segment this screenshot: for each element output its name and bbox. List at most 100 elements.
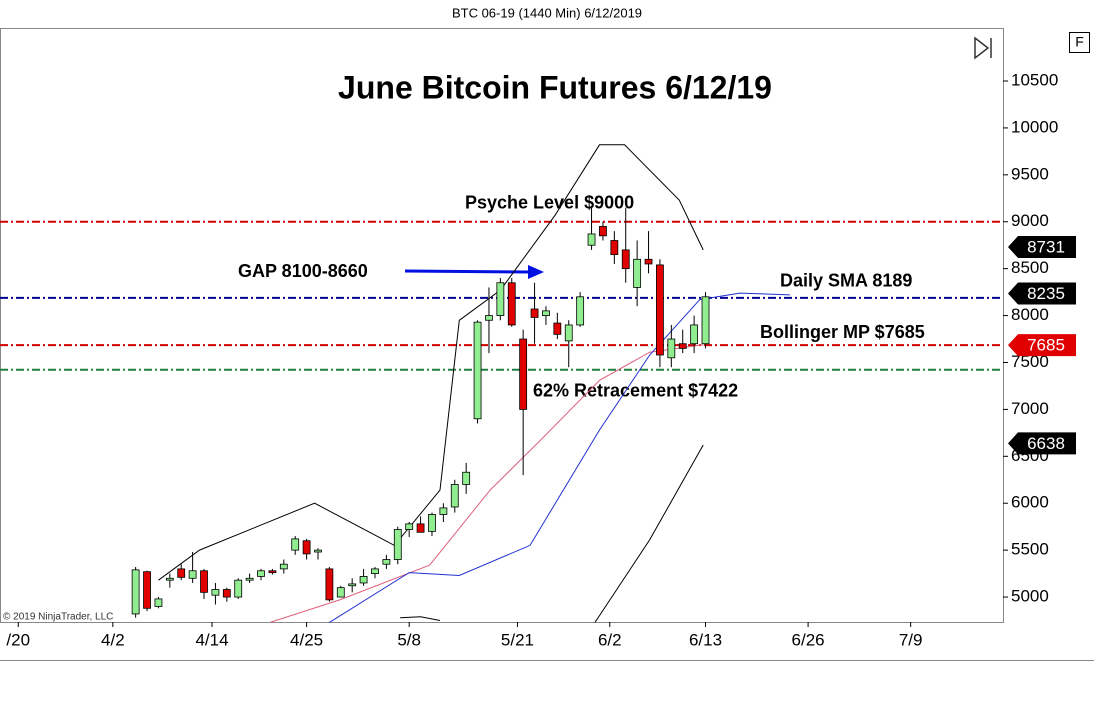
- x-tick-label: 4/25: [290, 630, 323, 649]
- price-flag: [1008, 235, 1076, 258]
- header: BTC 06-19 (1440 Min) 6/12/2019: [452, 5, 642, 20]
- copyright: © 2019 NinjaTrader, LLC: [3, 612, 113, 623]
- candle-body: [268, 570, 277, 574]
- candle-body: [359, 576, 368, 584]
- candle-body: [610, 240, 619, 255]
- candle-body: [143, 571, 151, 609]
- candle-body: [416, 523, 425, 533]
- candle-body: [656, 264, 664, 356]
- candle-body: [633, 258, 642, 288]
- candle-body: [599, 226, 607, 237]
- y-tick-label: 8000: [1011, 305, 1049, 324]
- indicator-line: [594, 444, 704, 623]
- candle-body: [485, 315, 493, 321]
- candle-body: [690, 324, 699, 345]
- candle-body: [678, 343, 687, 349]
- price-flag: [1008, 432, 1076, 455]
- candle-body: [507, 282, 516, 326]
- x-tick-label: 6/13: [689, 630, 722, 649]
- y-tick-label: 10500: [1011, 70, 1058, 89]
- x-tick-label: 7/9: [899, 630, 923, 649]
- candle-body: [701, 296, 710, 345]
- level-label: Bollinger MP $7685: [760, 322, 925, 342]
- candle-body: [450, 484, 459, 508]
- indicator-line: [400, 616, 441, 621]
- candle-body: [428, 514, 436, 532]
- candle-body: [234, 579, 243, 598]
- candle-body: [473, 321, 482, 420]
- f-button-label[interactable]: F: [1075, 34, 1084, 50]
- x-tick-label: 5/8: [397, 630, 421, 649]
- x-tick-label: 5/21: [501, 630, 534, 649]
- candle-body: [576, 296, 585, 326]
- candle-body: [188, 570, 197, 579]
- price-flag: [1008, 282, 1076, 305]
- candle-body: [314, 549, 322, 553]
- y-tick-label: 8500: [1011, 258, 1049, 277]
- gap-arrow: [404, 269, 531, 274]
- candle-body: [257, 570, 265, 577]
- x-tick-label: 4/14: [195, 630, 228, 649]
- level-label: Daily SMA 8189: [780, 271, 912, 291]
- f-button[interactable]: [1069, 32, 1090, 53]
- candle-body: [211, 589, 220, 596]
- price-flag-label: 8731: [1027, 237, 1065, 256]
- y-tick-label: 6000: [1011, 493, 1049, 512]
- candle-body: [371, 568, 379, 574]
- candle-body: [302, 540, 311, 555]
- gap-arrow-head: [528, 265, 544, 279]
- candle-body: [325, 568, 334, 601]
- plot-frame: [0, 28, 1004, 623]
- x-tick-label: /20: [6, 630, 30, 649]
- level-label: 62% Retracement $7422: [533, 381, 738, 401]
- y-tick-label: 7500: [1011, 352, 1049, 371]
- candle-body: [154, 598, 163, 607]
- candle-body: [519, 338, 528, 410]
- candle-body: [587, 233, 596, 246]
- candle-body: [165, 577, 174, 581]
- y-tick-label: 10000: [1011, 117, 1058, 136]
- candle-body: [393, 529, 402, 560]
- candle-body: [177, 568, 186, 578]
- candle-body: [222, 589, 231, 598]
- price-flag-label: 8235: [1027, 284, 1065, 303]
- level-label: Psyche Level $9000: [465, 192, 634, 212]
- candle-body: [382, 559, 391, 565]
- chart-title: June Bitcoin Futures 6/12/19: [338, 69, 772, 105]
- candle-body: [291, 538, 300, 551]
- x-tick-label: 6/26: [792, 630, 825, 649]
- candle-body: [644, 258, 653, 265]
- arrow-label: GAP 8100-8660: [238, 261, 368, 281]
- y-tick-label: 7000: [1011, 399, 1049, 418]
- candle-body: [621, 249, 630, 270]
- candle-body: [564, 324, 573, 342]
- candle-body: [439, 507, 448, 515]
- candle-body: [336, 587, 345, 598]
- candle-body: [279, 563, 288, 570]
- candle-body: [348, 583, 357, 587]
- indicator-line: [269, 344, 704, 623]
- y-tick-label: 9500: [1011, 164, 1049, 183]
- candle-body: [131, 569, 140, 615]
- candle-body: [496, 282, 505, 316]
- x-tick-label: 6/2: [598, 630, 622, 649]
- indicator-line: [158, 144, 704, 581]
- price-flag-label: 6638: [1027, 434, 1065, 453]
- price-flag-label: 7685: [1027, 336, 1065, 355]
- y-tick-label: 5000: [1011, 587, 1049, 606]
- candle-body: [530, 308, 539, 318]
- candle-body: [553, 322, 562, 335]
- candle-body: [542, 310, 550, 316]
- indicator-line: [329, 292, 790, 623]
- y-tick-label: 9000: [1011, 211, 1049, 230]
- x-tick-label: 4/2: [101, 630, 125, 649]
- candle-body: [462, 471, 471, 485]
- candle-body: [200, 570, 208, 593]
- candle-body: [667, 338, 676, 359]
- candle-body: [405, 523, 414, 530]
- scroll-end-icon[interactable]: [974, 36, 992, 60]
- candle-body: [245, 577, 254, 581]
- y-tick-label: 5500: [1011, 540, 1049, 559]
